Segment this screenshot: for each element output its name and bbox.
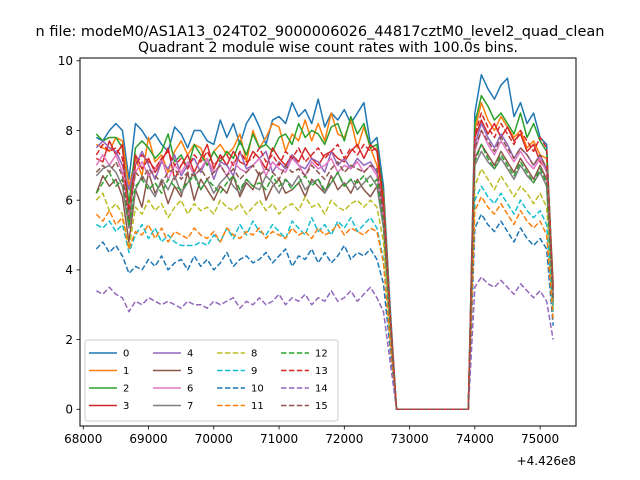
legend-label-8: 8: [251, 349, 257, 360]
y-tick-label: 8: [65, 124, 73, 138]
legend-label-6: 6: [187, 384, 193, 395]
series-line-9: [95, 185, 554, 411]
series-line-14: [95, 276, 554, 411]
x-tick-label: 72000: [325, 432, 363, 446]
legend-label-0: 0: [123, 349, 129, 360]
legend-label-2: 2: [123, 384, 129, 395]
legend-label-9: 9: [251, 366, 257, 377]
series-line-7: [95, 150, 554, 411]
legend-label-13: 13: [315, 366, 328, 377]
chart-title: Quadrant 2 module wise count rates with …: [138, 40, 518, 56]
x-tick-label: 71000: [260, 432, 298, 446]
legend-label-5: 5: [187, 366, 193, 377]
legend-label-14: 14: [315, 384, 328, 395]
series-line-2: [95, 94, 554, 411]
x-offset-label: +4.426e8: [517, 454, 576, 468]
y-tick-label: 6: [65, 193, 73, 207]
x-tick-label: 68000: [64, 432, 102, 446]
legend-label-11: 11: [251, 401, 264, 412]
legend-label-12: 12: [315, 349, 328, 360]
x-tick-label: 69000: [129, 432, 167, 446]
x-axis: 68000 69000 70000 71000 72000 73000 74000 75000: [64, 426, 559, 446]
series-line-15: [95, 129, 554, 411]
legend-label-3: 3: [123, 401, 129, 412]
series-line-11: [95, 195, 554, 411]
plot-lines: [95, 73, 554, 411]
y-tick-label: 2: [65, 333, 73, 347]
legend-label-7: 7: [187, 401, 193, 412]
y-axis: 0 2 4 6 8 10: [58, 54, 80, 417]
x-tick-label: 74000: [456, 432, 494, 446]
series-line-10: [95, 213, 554, 411]
x-tick-label: 70000: [195, 432, 233, 446]
y-tick-label: 10: [58, 54, 73, 68]
x-tick-label: 75000: [521, 432, 559, 446]
legend-label-15: 15: [315, 401, 328, 412]
legend-label-1: 1: [123, 366, 129, 377]
legend-frame: [84, 339, 339, 422]
series-line-0: [95, 73, 554, 411]
plot-frame: [79, 57, 577, 427]
y-tick-label: 4: [65, 263, 73, 277]
series-line-12: [95, 143, 554, 411]
x-tick-label: 73000: [390, 432, 428, 446]
legend-label-4: 4: [187, 349, 193, 360]
legend-label-10: 10: [251, 384, 264, 395]
y-tick-label: 0: [65, 403, 73, 417]
figure-suptitle: n file: modeM0/AS1A13_024T02_9000006026_…: [36, 24, 605, 40]
series-line-8: [95, 168, 554, 411]
